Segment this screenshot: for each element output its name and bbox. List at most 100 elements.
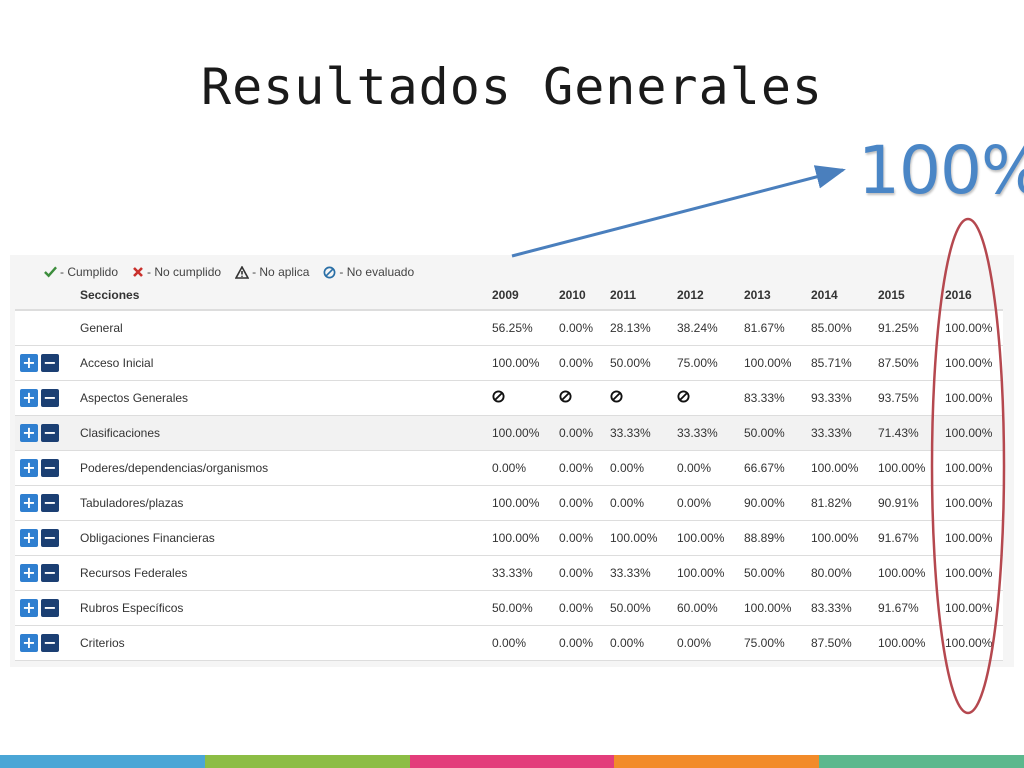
score-cell: 33.33% [610,415,677,451]
header-secciones: Secciones [80,281,492,311]
header-2010: 2010 [559,281,610,311]
stripe-segment [0,755,205,768]
collapse-button[interactable]: − [41,494,59,512]
score-cell: 100.00% [492,520,559,556]
score-cell: 56.25% [492,310,559,346]
expand-button[interactable]: + [20,459,38,477]
score-cell: 100.00% [878,555,945,591]
not-evaluated-icon [559,380,610,416]
table-row: + − Poderes/dependencias/organismos 0.00% 0.… [15,450,1003,486]
legend-label: - No cumplido [147,265,222,279]
score-cell: 0.00% [559,415,610,451]
row-actions: + − [15,555,80,591]
expand-button[interactable]: + [20,494,38,512]
cross-icon [132,266,147,278]
score-cell: 0.00% [559,555,610,591]
score-cell: 100.00% [945,345,1003,381]
score-cell: 100.00% [811,450,878,486]
not-evaluated-icon [677,380,744,416]
score-cell: 90.00% [744,485,811,521]
score-cell: 100.00% [945,380,1003,416]
section-name: Tabuladores/plazas [80,485,492,521]
collapse-button[interactable]: − [41,354,59,372]
score-cell: 33.33% [677,415,744,451]
score-cell: 81.67% [744,310,811,346]
slide-title: Resultados Generales [200,58,824,116]
expand-button[interactable]: + [20,389,38,407]
score-cell: 100.00% [945,415,1003,451]
highlight-percent: 100% [858,132,1024,209]
score-cell: 0.00% [559,485,610,521]
score-cell: 50.00% [610,345,677,381]
header-2013: 2013 [744,281,811,311]
expand-button[interactable]: + [20,424,38,442]
row-actions: + − [15,415,80,451]
score-cell: 33.33% [811,415,878,451]
score-cell: 100.00% [945,310,1003,346]
expand-button[interactable]: + [20,354,38,372]
score-cell: 100.00% [492,345,559,381]
collapse-button[interactable]: − [41,459,59,477]
table-row: + − Recursos Federales 33.33% 0.00% 33.33% 100… [15,555,1003,591]
score-cell: 100.00% [744,345,811,381]
section-name: Recursos Federales [80,555,492,591]
collapse-button[interactable]: − [41,389,59,407]
legend-item: - No evaluado [323,265,414,279]
score-cell: 88.89% [744,520,811,556]
collapse-button[interactable]: − [41,634,59,652]
table-row: + − Acceso Inicial 100.00% 0.00% 50.00% 75.00%… [15,345,1003,381]
score-cell: 60.00% [677,590,744,626]
score-cell: 0.00% [610,450,677,486]
row-actions: + − [15,485,80,521]
score-cell: 38.24% [677,310,744,346]
section-name: Obligaciones Financieras [80,520,492,556]
stripe-segment [614,755,820,768]
legend-item: - Cumplido [44,265,118,279]
score-cell: 0.00% [492,625,559,661]
header-2015: 2015 [878,281,945,311]
header-2011: 2011 [610,281,677,311]
results-table: Secciones 2009 2010 2011 2012 2013 2014 … [15,281,1003,661]
header-2012: 2012 [677,281,744,311]
score-cell: 100.00% [811,520,878,556]
section-name: Acceso Inicial [80,345,492,381]
header-2014: 2014 [811,281,878,311]
score-cell: 0.00% [677,450,744,486]
legend-item: - No aplica [235,265,309,279]
score-cell: 100.00% [610,520,677,556]
collapse-button[interactable]: − [41,564,59,582]
score-cell: 100.00% [677,520,744,556]
warning-icon [235,265,252,279]
score-cell: 0.00% [559,590,610,626]
collapse-button[interactable]: − [41,529,59,547]
not-evaluated-icon [610,380,677,416]
table-body: General 56.25% 0.00% 28.13% 38.24% 81.67% 85.0… [15,310,1003,661]
table-header-row: Secciones 2009 2010 2011 2012 2013 2014 … [15,281,1003,311]
table-row: + − Rubros Específicos 50.00% 0.00% 50.00% 60.… [15,590,1003,626]
not-evaluated-icon [492,380,559,416]
expand-button[interactable]: + [20,634,38,652]
score-cell: 50.00% [744,415,811,451]
score-cell: 0.00% [677,485,744,521]
score-cell: 100.00% [945,450,1003,486]
section-name: Criterios [80,625,492,661]
legend-label: - No aplica [252,265,310,279]
stripe-segment [819,755,1024,768]
score-cell: 90.91% [878,485,945,521]
score-cell: 0.00% [610,625,677,661]
expand-button[interactable]: + [20,529,38,547]
score-cell: 87.50% [878,345,945,381]
section-name: Rubros Específicos [80,590,492,626]
collapse-button[interactable]: − [41,424,59,442]
expand-button[interactable]: + [20,564,38,582]
row-actions: + − [15,345,80,381]
collapse-button[interactable]: − [41,599,59,617]
section-name: Aspectos Generales [80,380,492,416]
score-cell: 100.00% [878,625,945,661]
expand-button[interactable]: + [20,599,38,617]
score-cell: 87.50% [811,625,878,661]
score-cell: 0.00% [559,310,610,346]
score-cell: 100.00% [945,485,1003,521]
score-cell: 66.67% [744,450,811,486]
row-actions [15,310,80,346]
